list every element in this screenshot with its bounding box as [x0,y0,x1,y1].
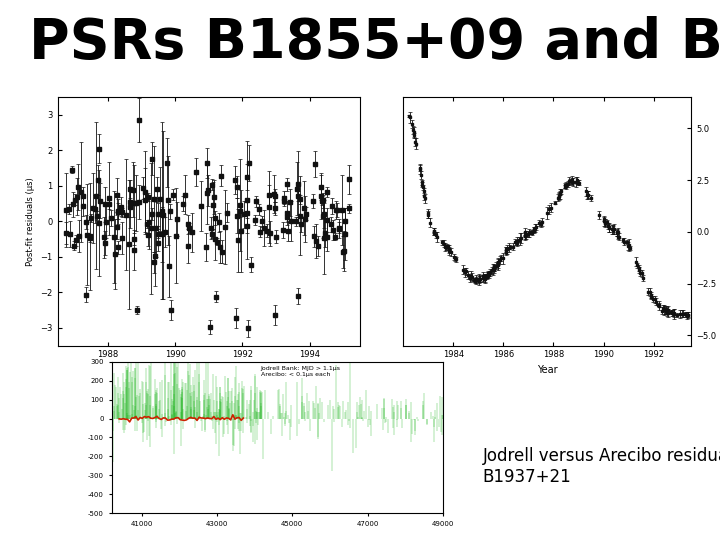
Text: PSRs B1855+09 and B1937+21: PSRs B1855+09 and B1937+21 [29,16,720,70]
X-axis label: Year: Year [537,365,557,375]
X-axis label: Year: Year [199,365,219,375]
Text: Jodrell versus Arecibo residuals for
B1937+21: Jodrell versus Arecibo residuals for B19… [482,447,720,486]
Y-axis label: Post-fit residuals (μs): Post-fit residuals (μs) [26,177,35,266]
Text: Jodrell Bank: MJD > 1.1μs
Arecibo: < 0.1μs each: Jodrell Bank: MJD > 1.1μs Arecibo: < 0.1… [261,366,341,377]
